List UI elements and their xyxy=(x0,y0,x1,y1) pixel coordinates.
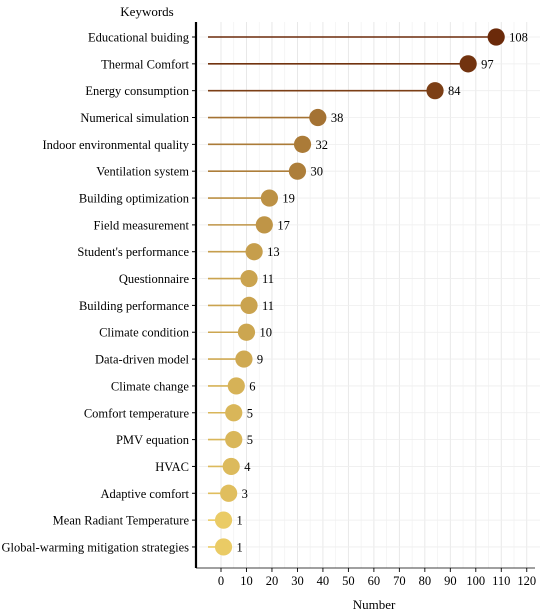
category-label: Ventilation system xyxy=(96,165,189,179)
x-tick-label: 120 xyxy=(517,574,536,588)
value-label: 6 xyxy=(249,379,255,393)
x-tick-label: 0 xyxy=(218,574,224,588)
category-label: Field measurement xyxy=(94,218,190,232)
category-label: Indoor environmental quality xyxy=(43,138,190,152)
category-labels: Educational buiding Thermal Comfort Energy… xyxy=(2,31,196,554)
value-label: 10 xyxy=(259,326,272,340)
x-axis-title: Number xyxy=(353,597,396,612)
category-label: Adaptive comfort xyxy=(100,487,189,501)
grid xyxy=(199,22,540,568)
category-label: Numerical simulation xyxy=(80,111,189,125)
dot xyxy=(288,162,307,180)
category-label: Climate condition xyxy=(99,326,190,340)
dot xyxy=(255,216,273,234)
x-tick-labels: 0 10 20 30 40 50 60 70 80 90 100 110 120 xyxy=(218,568,536,588)
x-tick-label: 10 xyxy=(240,574,253,588)
dot xyxy=(245,243,263,261)
category-label: Climate change xyxy=(111,379,190,393)
value-label: 19 xyxy=(282,192,295,206)
category-label: Questionnaire xyxy=(119,272,190,286)
y-axis-title: Keywords xyxy=(120,4,173,19)
dot xyxy=(426,82,444,100)
value-label: 17 xyxy=(277,218,290,232)
dot xyxy=(260,189,279,207)
value-label: 1 xyxy=(237,514,243,528)
category-label: Educational buiding xyxy=(88,31,190,45)
dot xyxy=(240,296,258,314)
dot xyxy=(214,538,233,556)
x-tick-label: 20 xyxy=(266,574,279,588)
value-label: 108 xyxy=(509,31,528,45)
value-label: 11 xyxy=(262,272,274,286)
dot xyxy=(222,457,240,476)
value-label: 3 xyxy=(242,487,248,501)
category-label: PMV equation xyxy=(116,433,190,447)
dot xyxy=(225,431,243,449)
x-tick-label: 40 xyxy=(317,574,330,588)
dot xyxy=(487,28,505,46)
stems xyxy=(208,36,497,548)
category-label: Building optimization xyxy=(79,192,190,206)
category-label: Energy consumption xyxy=(85,84,189,98)
category-label: Student's performance xyxy=(77,245,189,259)
value-label: 11 xyxy=(262,299,274,313)
value-label: 1 xyxy=(237,540,243,554)
value-label: 97 xyxy=(481,57,494,71)
dot xyxy=(225,404,243,422)
value-label: 13 xyxy=(267,245,280,259)
x-tick-label: 110 xyxy=(492,574,510,588)
category-label: HVAC xyxy=(155,460,189,474)
dot xyxy=(240,269,258,288)
value-label: 5 xyxy=(247,433,253,447)
x-tick-label: 90 xyxy=(444,574,457,588)
value-label: 9 xyxy=(257,353,263,367)
category-label: Global-warming mitigation strategies xyxy=(2,540,190,554)
x-tick-label: 50 xyxy=(342,574,355,588)
x-tick-label: 60 xyxy=(368,574,381,588)
value-label: 38 xyxy=(331,111,344,125)
dot xyxy=(237,323,256,341)
category-label: Data-driven model xyxy=(95,353,190,367)
x-tick-label: 80 xyxy=(419,574,432,588)
dot xyxy=(293,135,312,153)
category-label: Mean Radiant Temperature xyxy=(53,514,190,528)
category-label: Building performance xyxy=(79,299,189,313)
dot xyxy=(459,55,477,73)
dot xyxy=(220,484,238,502)
x-tick-label: 100 xyxy=(466,574,485,588)
dot xyxy=(214,511,233,529)
x-tick-label: 30 xyxy=(291,574,304,588)
dot xyxy=(227,377,245,395)
dots xyxy=(214,28,505,556)
dot xyxy=(235,350,253,368)
value-label: 4 xyxy=(244,460,251,474)
x-tick-label: 70 xyxy=(393,574,406,588)
dot xyxy=(309,108,327,127)
value-label: 5 xyxy=(247,406,253,420)
value-label: 30 xyxy=(310,165,323,179)
category-label: Thermal Comfort xyxy=(101,57,189,71)
value-label: 32 xyxy=(316,138,329,152)
category-label: Comfort temperature xyxy=(84,406,190,420)
value-label: 84 xyxy=(448,84,461,98)
